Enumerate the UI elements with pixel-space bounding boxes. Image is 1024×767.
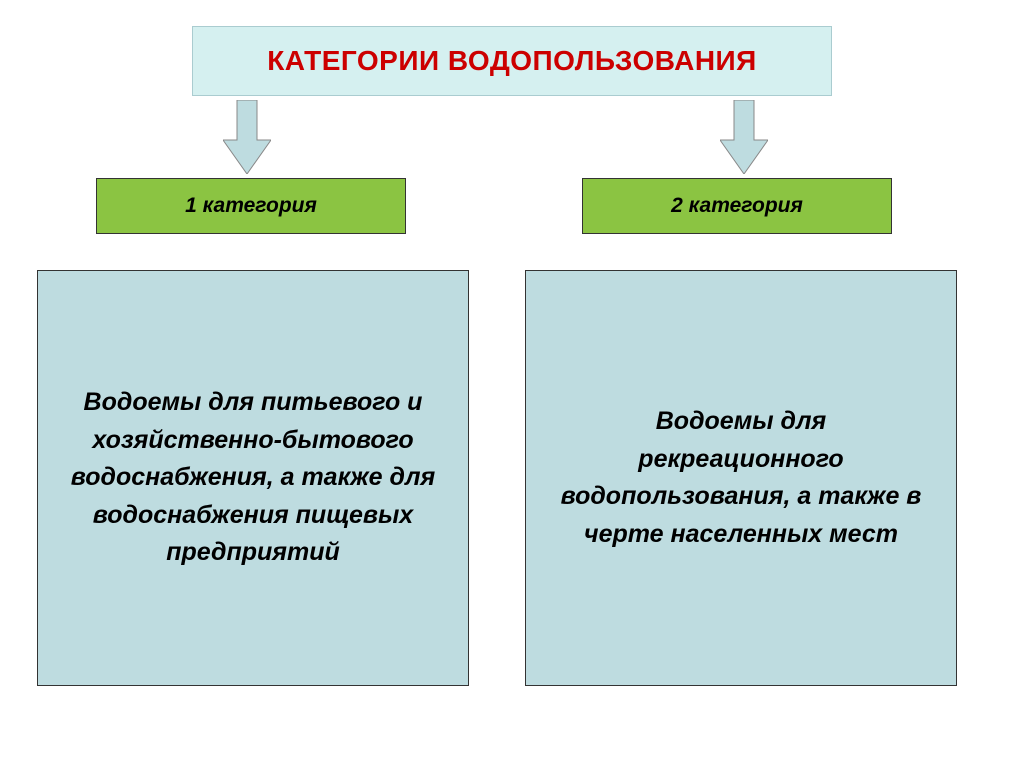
arrow-right-icon xyxy=(720,100,768,174)
description-1-text: Водоемы для питьевого и хозяйственно-быт… xyxy=(62,384,444,572)
title-box: КАТЕГОРИИ ВОДОПОЛЬЗОВАНИЯ xyxy=(192,26,832,96)
description-2-text: Водоемы для рекреационного водопользован… xyxy=(550,403,932,553)
category-1-box: 1 категория xyxy=(96,178,406,234)
category-2-box: 2 категория xyxy=(582,178,892,234)
title-text: КАТЕГОРИИ ВОДОПОЛЬЗОВАНИЯ xyxy=(267,45,757,77)
description-2-box: Водоемы для рекреационного водопользован… xyxy=(525,270,957,686)
category-1-label: 1 категория xyxy=(185,194,317,218)
category-2-label: 2 категория xyxy=(671,194,803,218)
description-1-box: Водоемы для питьевого и хозяйственно-быт… xyxy=(37,270,469,686)
arrow-left-icon xyxy=(223,100,271,174)
